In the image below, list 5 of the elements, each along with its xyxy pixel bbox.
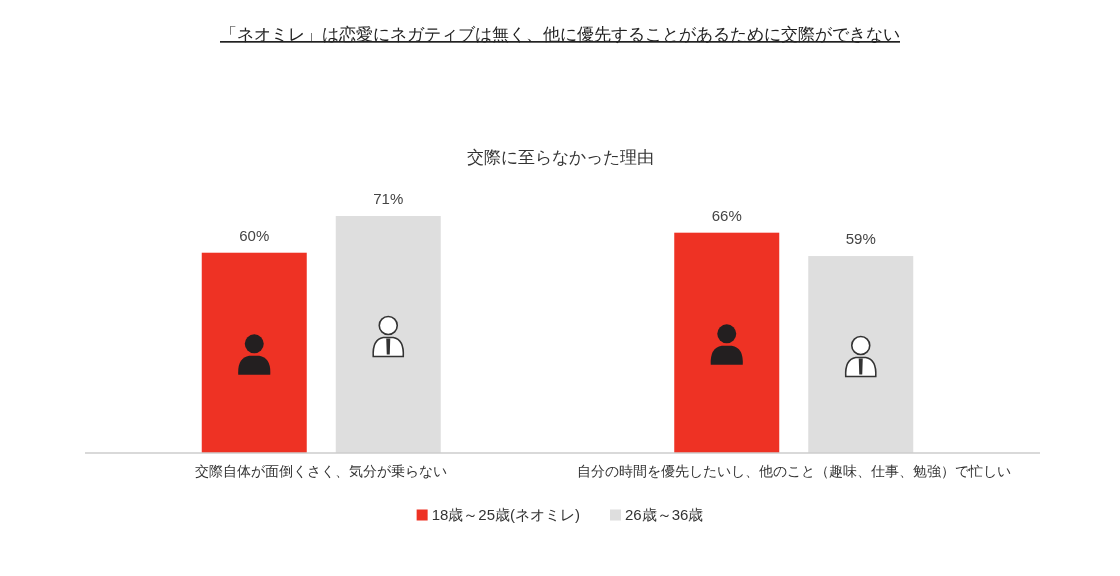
- legend: 18歳～25歳(ネオミレ) 26歳～36歳: [416, 506, 704, 523]
- subtitle: 交際に至らなかった理由: [466, 148, 654, 167]
- title: 「ネオミレ」は恋愛にネガティブは無く、他に優先することがあるために交際ができない: [220, 25, 900, 44]
- legend-label: 26歳～36歳: [624, 506, 704, 523]
- legend-label: 18歳～25歳(ネオミレ): [431, 506, 580, 523]
